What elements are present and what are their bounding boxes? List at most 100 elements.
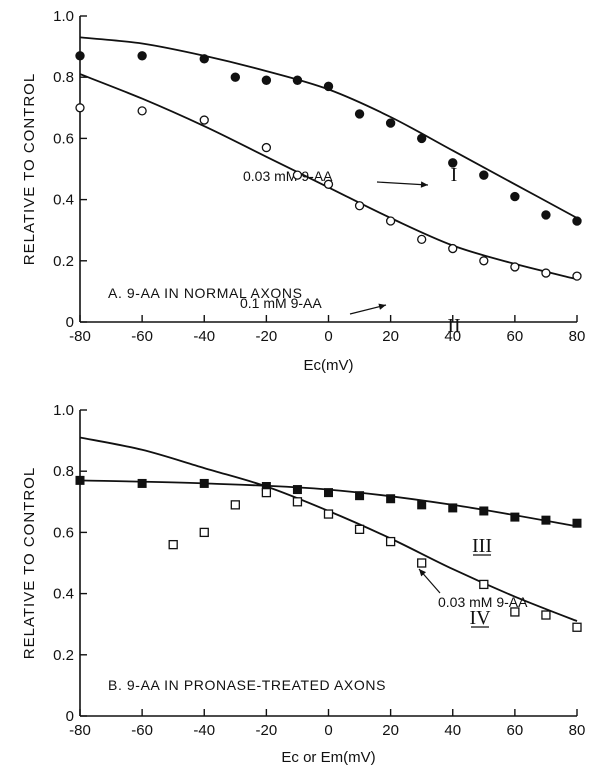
data-point-I <box>354 109 365 119</box>
data-point-I <box>292 75 303 85</box>
y-tick-label: 1.0 <box>53 402 74 419</box>
x-tick-label: 0 <box>324 328 332 345</box>
y-tick-label: 0.2 <box>53 647 74 664</box>
panel-a: 0 0.2 0.4 0.6 0.8 1.0 -80 -60 -40 -20 0 20 40 60 80 REL… <box>21 8 585 374</box>
data-point-I <box>137 51 147 61</box>
y-tick-label: 0.6 <box>53 524 74 541</box>
x-tick-label: 20 <box>382 328 399 345</box>
data-point-III <box>448 503 458 513</box>
data-point-II <box>323 179 334 189</box>
x-tick-label: -40 <box>193 722 215 739</box>
data-point-IV <box>323 509 334 519</box>
data-point-I <box>261 75 272 85</box>
data-point-II <box>385 216 396 226</box>
panel-label: B. 9-AA IN PRONASE-TREATED AXONS <box>108 677 386 693</box>
data-point-IV <box>261 487 272 498</box>
data-point-II <box>448 243 458 254</box>
x-tick-label: 80 <box>569 722 586 739</box>
y-tick-label: 0.4 <box>53 192 74 209</box>
y-tick-label: 0 <box>66 314 74 331</box>
panel-b: 0 0.2 0.4 0.6 0.8 1.0 -80 -60 -40 -20 0 20 40 60 80 REL… <box>21 402 585 766</box>
data-point-I <box>385 118 396 128</box>
data-point-III <box>541 515 551 525</box>
arrow-head <box>378 303 386 310</box>
data-point-II <box>75 103 85 113</box>
data-point-III <box>417 500 427 510</box>
x-tick-label: -20 <box>256 722 278 739</box>
x-tick-label: 20 <box>382 722 399 739</box>
y-tick-label: 0.4 <box>53 586 74 603</box>
series-label-III: III <box>472 535 492 557</box>
data-point-III <box>292 485 302 495</box>
y-tick-label: 0.2 <box>53 253 74 270</box>
annotation-II: 0.1 mM 9-AA <box>240 295 322 311</box>
data-point-III <box>324 488 333 498</box>
data-point-I <box>416 133 427 144</box>
data-point-IV <box>199 527 209 538</box>
arrow-head <box>420 181 428 188</box>
y-axis-label: RELATIVE TO CONTROL <box>21 73 38 265</box>
x-tick-label: 40 <box>444 722 461 739</box>
data-point-IV <box>479 579 489 590</box>
data-point-IV <box>417 558 427 568</box>
arrow-head <box>419 569 427 577</box>
data-point-IV <box>572 622 582 632</box>
data-point-I <box>199 54 209 64</box>
data-point-III <box>137 478 147 488</box>
data-point-II <box>292 170 303 180</box>
data-point-I <box>541 210 551 220</box>
data-point-I <box>448 158 458 168</box>
data-point-III <box>199 478 209 488</box>
data-point-IV <box>292 497 303 507</box>
x-axis-label: Ec or Em(mV) <box>281 749 375 766</box>
data-point-II <box>541 268 551 278</box>
series-label-I: I <box>451 164 458 186</box>
data-point-I <box>510 191 520 202</box>
data-point-I <box>230 72 241 82</box>
series-label-IV: IV <box>469 607 491 629</box>
y-tick-label: 1.0 <box>53 8 74 25</box>
fit-curve-I <box>79 36 578 219</box>
data-point-I <box>572 216 582 226</box>
x-tick-label: 60 <box>507 328 524 345</box>
y-axis-label: RELATIVE TO CONTROL <box>21 467 38 659</box>
data-point-IV <box>168 539 178 550</box>
y-tick-label: 0.8 <box>53 69 74 86</box>
x-axis-label: Ec(mV) <box>304 357 354 374</box>
data-point-II <box>354 201 365 211</box>
data-point-III <box>479 506 489 516</box>
data-point-II <box>199 115 209 125</box>
data-point-II <box>479 256 489 266</box>
annotation-arrow <box>376 181 429 186</box>
data-point-IV <box>541 610 551 620</box>
data-point-III <box>510 512 520 522</box>
data-point-III <box>75 475 85 485</box>
data-point-III <box>355 491 365 501</box>
x-tick-label: -60 <box>131 328 153 345</box>
x-tick-label: 40 <box>444 328 461 345</box>
data-point-III <box>572 518 582 528</box>
panel-label: A. 9-AA IN NORMAL AXONS <box>108 285 303 301</box>
x-tick-label: -60 <box>131 722 153 739</box>
y-tick-label: 0.6 <box>53 130 74 147</box>
x-tick-label: 80 <box>569 328 586 345</box>
annotation-III: 0.03 mM 9-AA <box>438 594 528 610</box>
x-tick-label: -80 <box>69 722 91 739</box>
data-point-IV <box>385 536 396 547</box>
series-label-II: II <box>447 315 460 337</box>
x-tick-label: -40 <box>193 328 215 345</box>
data-point-II <box>417 234 427 245</box>
data-point-IV <box>354 524 365 534</box>
x-tick-label: -80 <box>69 328 91 345</box>
data-point-III <box>386 494 396 504</box>
x-tick-label: -20 <box>256 328 278 345</box>
data-point-II <box>572 271 582 281</box>
y-tick-label: 0 <box>66 708 74 725</box>
data-point-I <box>323 81 334 92</box>
data-point-I <box>479 170 489 180</box>
y-tick-label: 0.8 <box>53 463 74 480</box>
data-point-II <box>137 106 147 116</box>
x-tick-label: 0 <box>324 722 332 739</box>
data-point-II <box>510 262 520 272</box>
